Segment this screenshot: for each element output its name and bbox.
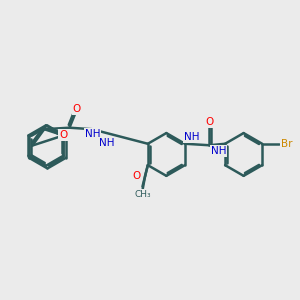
Text: O: O [59,130,68,140]
Text: Br: Br [281,139,292,149]
Text: O: O [205,117,213,127]
Text: NH: NH [99,138,115,148]
Text: O: O [133,171,141,181]
Text: NH: NH [211,146,226,156]
Text: O: O [73,104,81,114]
Text: NH: NH [85,129,100,139]
Text: NH: NH [184,132,199,142]
Text: CH₃: CH₃ [134,190,151,200]
